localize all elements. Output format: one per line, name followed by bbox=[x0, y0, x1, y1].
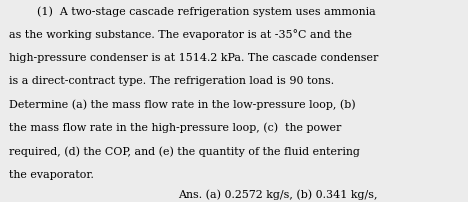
Text: the mass flow rate in the high-pressure loop, (c)  the power: the mass flow rate in the high-pressure … bbox=[9, 122, 342, 133]
Text: Determine (a) the mass flow rate in the low-pressure loop, (b): Determine (a) the mass flow rate in the … bbox=[9, 99, 356, 109]
Text: (1)  A two-stage cascade refrigeration system uses ammonia: (1) A two-stage cascade refrigeration sy… bbox=[9, 6, 376, 17]
Text: required, (d) the COP, and (e) the quantity of the fluid entering: required, (d) the COP, and (e) the quant… bbox=[9, 145, 360, 156]
Text: as the working substance. The evaporator is at -35°C and the: as the working substance. The evaporator… bbox=[9, 29, 352, 40]
Text: the evaporator.: the evaporator. bbox=[9, 169, 94, 179]
Text: Ans. (a) 0.2572 kg/s, (b) 0.341 kg/s,: Ans. (a) 0.2572 kg/s, (b) 0.341 kg/s, bbox=[178, 189, 377, 199]
Text: high-pressure condenser is at 1514.2 kPa. The cascade condenser: high-pressure condenser is at 1514.2 kPa… bbox=[9, 53, 379, 62]
Text: is a direct-contract type. The refrigeration load is 90 tons.: is a direct-contract type. The refrigera… bbox=[9, 76, 335, 86]
